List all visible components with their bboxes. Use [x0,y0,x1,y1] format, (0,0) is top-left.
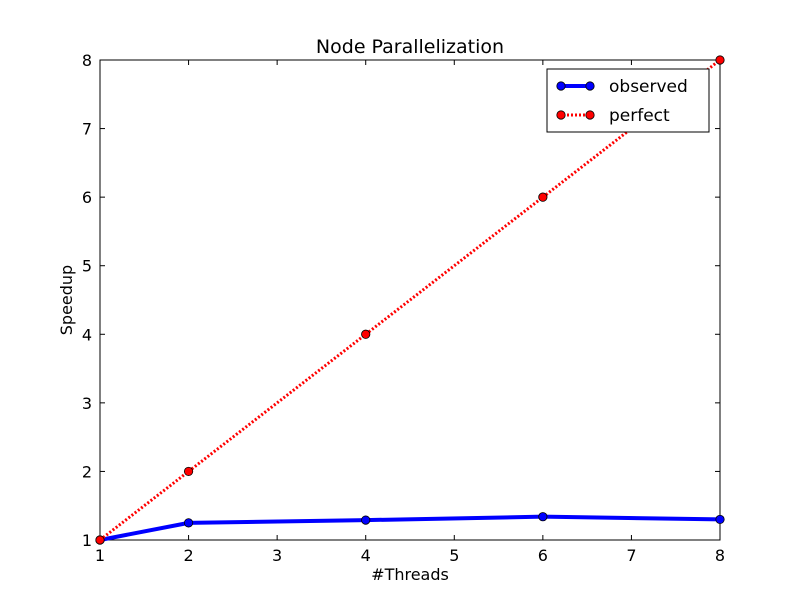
y-axis-ticks: 1 2 3 4 5 6 7 8 [82,51,720,550]
legend-item-perfect: perfect [556,106,670,126]
data-point-perfect [183,466,194,477]
y-tick-label: 5 [82,257,92,276]
x-tick-label: 3 [272,546,282,565]
y-tick-label: 4 [82,325,92,344]
series-layer [95,55,725,545]
x-tick-label: 4 [361,546,371,565]
y-tick-label: 8 [82,51,92,70]
legend-marker-observed-start [556,81,566,91]
legend: observed perfect [546,68,710,133]
legend-item-observed: observed [556,77,688,97]
legend-marker-perfect-start [556,110,566,120]
x-tick-label: 6 [538,546,548,565]
y-tick-label: 7 [82,120,92,139]
legend-label-observed: observed [609,77,688,97]
legend-marker-observed-end [585,81,595,91]
data-point-perfect [361,329,371,339]
x-axis-label: #Threads [371,565,449,584]
data-point-observed [715,514,725,525]
plot-area: 1 2 3 4 5 6 7 8 1 2 3 4 5 6 7 8 [82,51,725,565]
chart-title: Node Parallelization [316,36,504,58]
y-tick-label: 2 [82,462,92,481]
data-point-observed [361,515,371,525]
x-tick-label: 5 [449,546,459,565]
legend-marker-perfect-end [585,110,595,120]
y-axis-label: Speedup [57,265,76,335]
data-point-perfect [715,55,725,65]
x-tick-label: 1 [95,546,105,565]
x-tick-label: 7 [626,546,636,565]
data-point-perfect [538,192,548,202]
legend-box [546,68,710,133]
y-tick-label: 3 [82,394,92,413]
y-tick-label: 1 [82,531,92,550]
legend-label-perfect: perfect [609,106,670,126]
x-tick-label: 2 [183,546,193,565]
data-point-perfect [95,535,105,545]
data-point-observed [183,518,194,528]
x-tick-label: 8 [715,546,725,565]
x-axis-ticks: 1 2 3 4 5 6 7 8 [95,60,725,565]
data-point-observed [538,512,548,522]
y-tick-label: 6 [82,188,92,207]
